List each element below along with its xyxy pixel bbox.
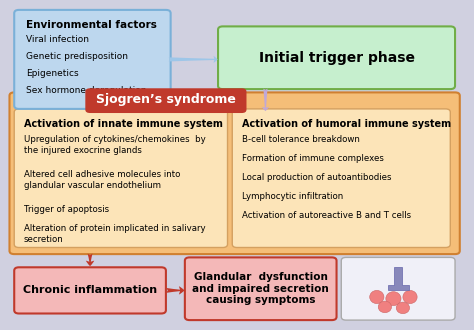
FancyBboxPatch shape	[218, 26, 455, 89]
FancyBboxPatch shape	[14, 267, 166, 314]
Ellipse shape	[396, 302, 410, 314]
Text: Altered cell adhesive molecules into
glandular vascular endothelium: Altered cell adhesive molecules into gla…	[24, 170, 180, 190]
Text: Epigenetics: Epigenetics	[26, 69, 79, 78]
Text: Chronic inflammation: Chronic inflammation	[23, 285, 157, 295]
Text: Activation of humoral immune system: Activation of humoral immune system	[242, 119, 451, 129]
Text: Initial trigger phase: Initial trigger phase	[258, 51, 415, 65]
FancyBboxPatch shape	[85, 88, 246, 113]
Text: Sjogren’s syndrome: Sjogren’s syndrome	[96, 93, 236, 106]
Text: Environmental factors: Environmental factors	[26, 20, 157, 30]
FancyBboxPatch shape	[14, 10, 171, 109]
Text: Local production of autoantibodies: Local production of autoantibodies	[242, 173, 391, 182]
Ellipse shape	[378, 301, 392, 313]
Text: Alteration of protein implicated in salivary
secretion: Alteration of protein implicated in sali…	[24, 224, 205, 244]
Text: Upregulation of cytokines/chemokines  by
the injured exocrine glands: Upregulation of cytokines/chemokines by …	[24, 135, 205, 155]
Text: Trigger of apoptosis: Trigger of apoptosis	[24, 205, 109, 214]
Polygon shape	[388, 267, 409, 290]
Text: Viral infection: Viral infection	[26, 35, 89, 44]
Ellipse shape	[386, 292, 401, 306]
Text: Sex hormone deregulation: Sex hormone deregulation	[26, 86, 146, 95]
Text: B-cell tolerance breakdown: B-cell tolerance breakdown	[242, 135, 360, 144]
Ellipse shape	[370, 290, 384, 304]
FancyBboxPatch shape	[185, 257, 337, 320]
Text: Genetic predisposition: Genetic predisposition	[26, 52, 128, 61]
Text: Formation of immune complexes: Formation of immune complexes	[242, 154, 383, 163]
FancyBboxPatch shape	[341, 257, 455, 320]
Ellipse shape	[403, 290, 417, 304]
FancyBboxPatch shape	[232, 109, 450, 248]
Text: Glandular  dysfunction
and impaired secretion
causing symptoms: Glandular dysfunction and impaired secre…	[192, 272, 329, 305]
Text: Lymphocytic infiltration: Lymphocytic infiltration	[242, 192, 343, 201]
FancyBboxPatch shape	[14, 109, 228, 248]
Text: Activation of innate immune system: Activation of innate immune system	[24, 119, 223, 129]
FancyBboxPatch shape	[9, 92, 460, 254]
Text: Activation of autoreactive B and T cells: Activation of autoreactive B and T cells	[242, 211, 411, 220]
